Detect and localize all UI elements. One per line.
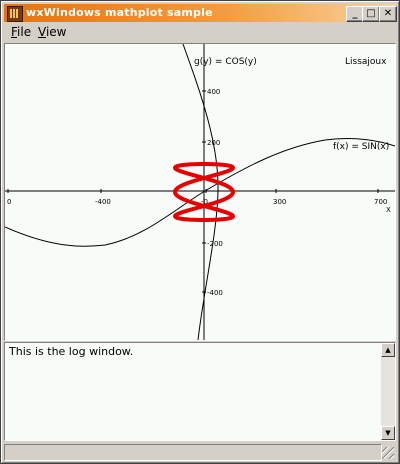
cos-label: g(y) = COS(y): [194, 57, 257, 67]
plot-canvas[interactable]: 0 -400 -0 300 700 X 400 200 -200 -400: [5, 44, 395, 340]
x-tick-0: 0: [7, 198, 11, 206]
menu-file-label: ile: [17, 25, 32, 39]
menu-view-label: iew: [45, 25, 67, 39]
y-tick-0: 400: [207, 88, 220, 96]
menu-view[interactable]: View: [38, 25, 66, 39]
scroll-up-button[interactable]: ▲: [381, 343, 395, 357]
window-title: wxWindows mathplot sample: [26, 6, 213, 19]
lissajoux-label: Lissajoux: [345, 57, 387, 67]
log-window[interactable]: This is the log window. ▲ ▼: [4, 342, 396, 441]
x-tick-4: 700: [374, 198, 387, 206]
title-bar[interactable]: wxWindows mathplot sample _ □ ✕: [4, 4, 397, 22]
x-tick-1: -400: [95, 198, 111, 206]
maximize-button[interactable]: □: [362, 6, 380, 22]
plot-panel[interactable]: 0 -400 -0 300 700 X 400 200 -200 -400: [4, 43, 396, 341]
menu-view-accel: V: [38, 25, 46, 39]
menu-file[interactable]: File: [11, 25, 31, 39]
status-field: [4, 444, 382, 461]
log-scrollbar[interactable]: ▲ ▼: [381, 343, 395, 440]
status-bar: [4, 442, 396, 461]
menu-file-accel: F: [11, 25, 18, 39]
log-text: This is the log window.: [9, 345, 134, 358]
x-tick-2: -0: [201, 198, 208, 206]
y-tick-2: -200: [207, 240, 223, 248]
x-tick-3: 300: [273, 198, 286, 206]
app-icon[interactable]: [7, 6, 23, 22]
x-axis-label: X: [386, 206, 391, 214]
sin-label: f(x) = SIN(x): [333, 142, 389, 152]
lissajoux-curve: [173, 162, 235, 222]
scroll-down-button[interactable]: ▼: [381, 426, 395, 440]
close-button[interactable]: ✕: [379, 6, 397, 22]
menu-bar: File View: [4, 23, 396, 42]
x-axis-ticks: [7, 189, 379, 193]
cos-curve: [182, 44, 219, 340]
y-tick-3: -400: [207, 289, 223, 297]
resize-grip-icon[interactable]: [382, 447, 394, 459]
sin-curve: [5, 137, 395, 247]
